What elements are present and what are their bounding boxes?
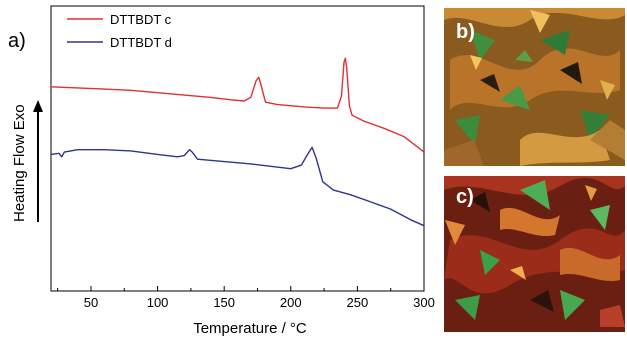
plot-frame: [50, 5, 425, 292]
legend: DTTBDT c DTTBDT d: [67, 12, 172, 50]
x-tick-label: 250: [347, 295, 369, 310]
panel-label-b: b): [456, 21, 475, 43]
legend-label-dttbdt-c: DTTBDT c: [110, 12, 172, 27]
legend-label-dttbdt-d: DTTBDT d: [110, 35, 172, 50]
series-line-dttbdt-c: [50, 57, 425, 153]
x-tick-label: 100: [147, 295, 169, 310]
micrograph-b: b): [444, 8, 625, 166]
micrograph-c: c): [444, 176, 625, 332]
series-layer: [50, 57, 425, 227]
panel-label-c: c): [456, 186, 474, 208]
panel-label-a: a): [8, 30, 26, 52]
x-tick-label: 200: [280, 295, 302, 310]
x-tick-label: 150: [213, 295, 235, 310]
y-axis-arrow: [33, 100, 43, 222]
x-axis-title: Temperature / °C: [193, 320, 307, 337]
y-axis-title: Heating Flow Exo: [11, 104, 28, 222]
x-tick-label: 300: [413, 295, 435, 310]
series-line-dttbdt-d: [50, 146, 425, 227]
x-tick-label: 50: [84, 295, 98, 310]
x-axis-ticks: 50 100 150 200 250 300: [57, 286, 435, 310]
